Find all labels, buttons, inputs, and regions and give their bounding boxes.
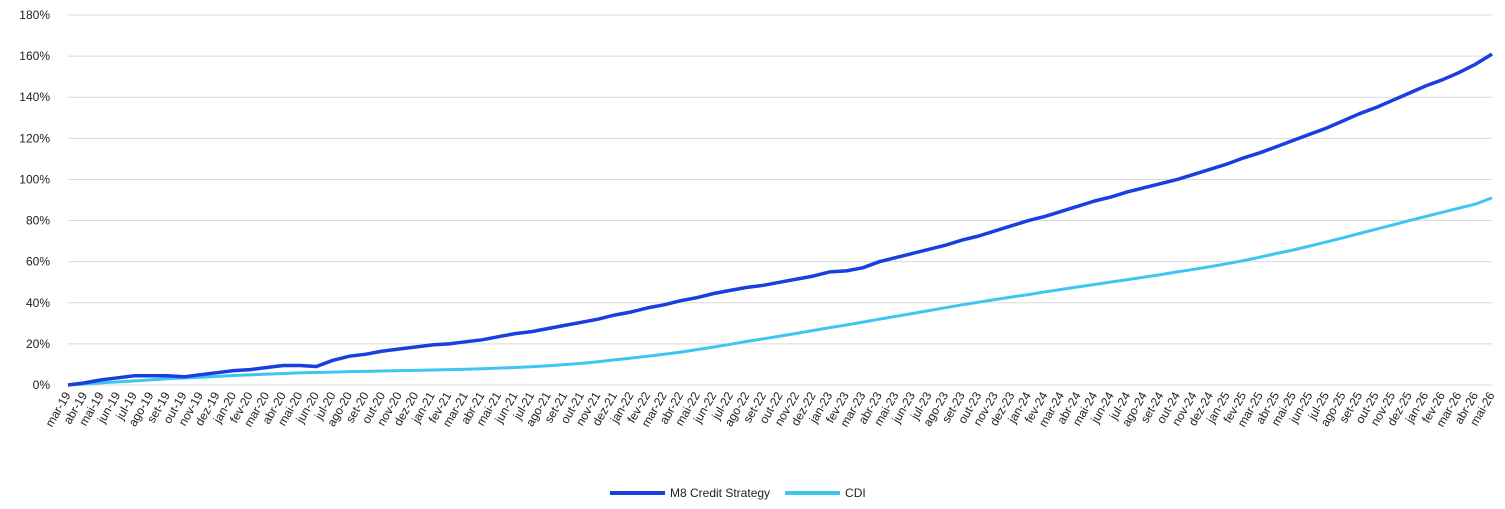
legend-label: M8 Credit Strategy xyxy=(670,486,770,500)
series-line xyxy=(67,52,1493,387)
legend-item: CDI xyxy=(785,486,866,500)
y-tick-label: 60% xyxy=(26,255,50,269)
y-tick-label: 120% xyxy=(19,131,50,145)
y-tick-label: 20% xyxy=(26,337,50,351)
y-tick-label: 100% xyxy=(19,172,50,186)
y-tick-label: 40% xyxy=(26,296,50,310)
legend-item: M8 Credit Strategy xyxy=(610,486,770,500)
y-tick-label: 0% xyxy=(33,378,51,392)
y-tick-label: 160% xyxy=(19,49,50,63)
y-tick-label: 180% xyxy=(19,8,50,22)
series-line xyxy=(67,196,1493,387)
y-tick-label: 140% xyxy=(19,90,50,104)
y-tick-label: 80% xyxy=(26,214,50,228)
legend-label: CDI xyxy=(845,486,866,500)
